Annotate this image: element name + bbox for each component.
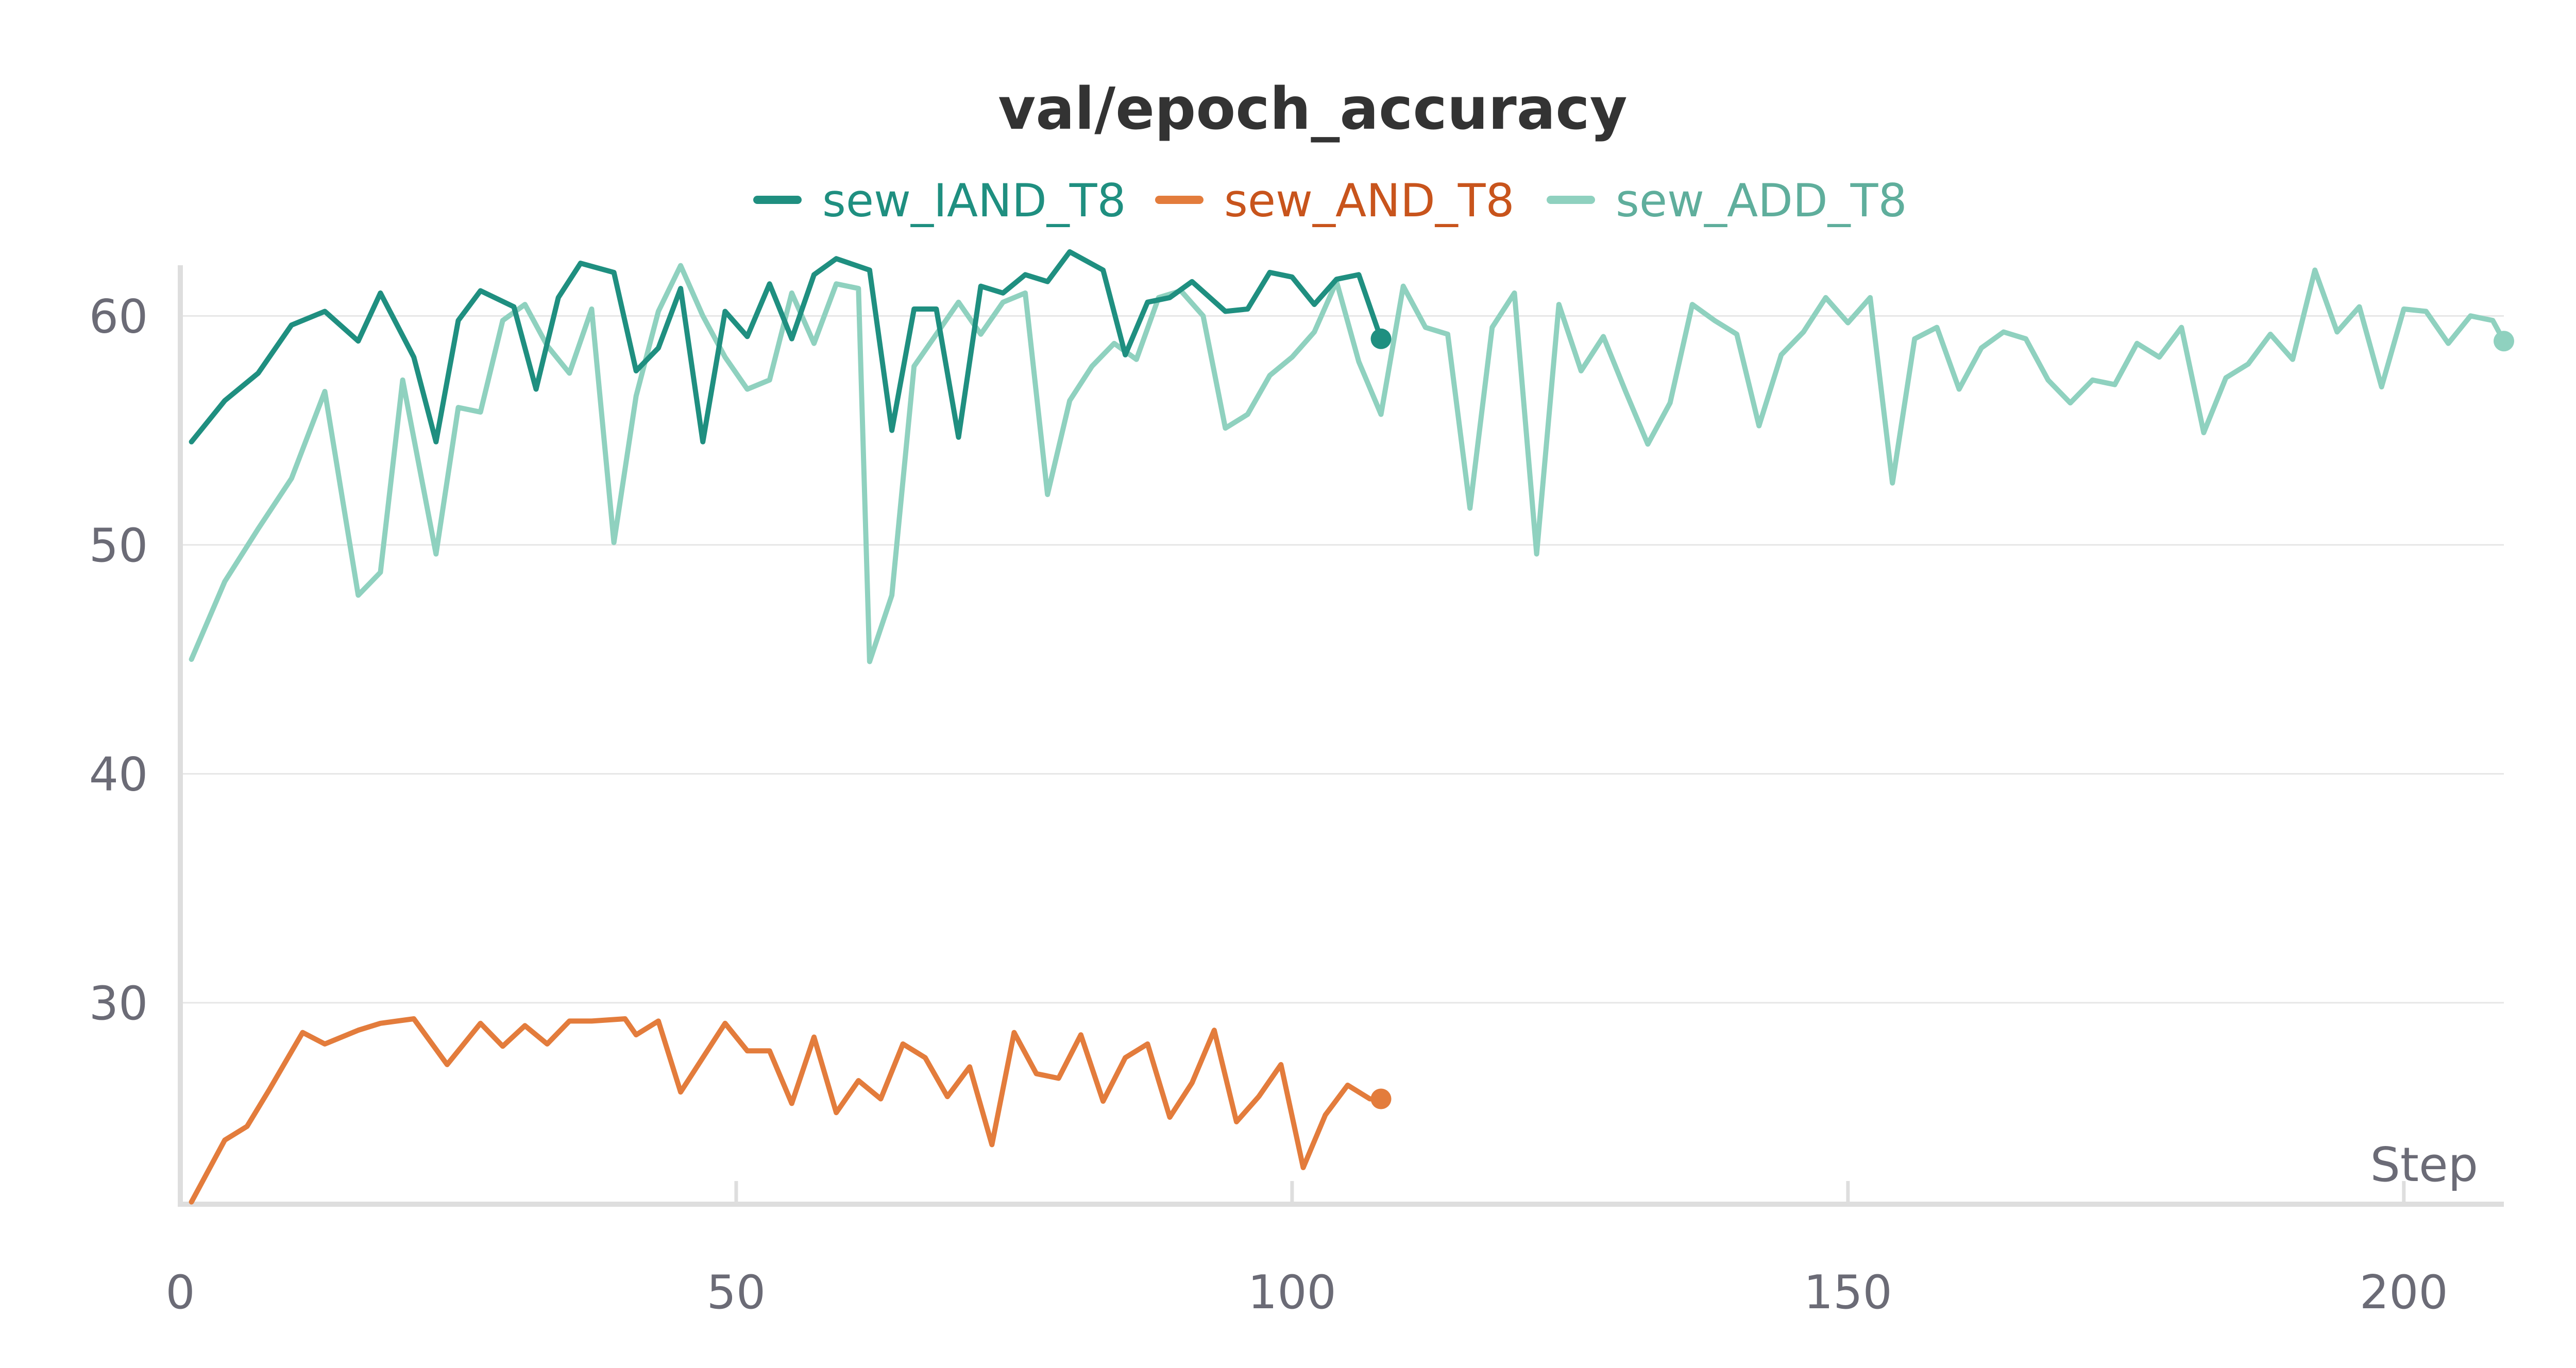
x-tick-label: 200: [2360, 1266, 2448, 1320]
series-line: [189, 263, 2506, 664]
series-layer: [189, 249, 2514, 1205]
y-tick-label: 50: [89, 519, 148, 573]
legend-label: sew_AND_T8: [1224, 174, 1515, 227]
legend-item[interactable]: sew_ADD_T8: [1547, 174, 1907, 227]
series-end-point: [1370, 328, 1392, 349]
x-tick-label: 50: [707, 1266, 766, 1320]
chart-title: val/epoch_accuracy: [998, 76, 1627, 143]
y-tick-label: 40: [89, 747, 148, 801]
series-line: [189, 249, 1384, 444]
legend-label: sew_ADD_T8: [1616, 174, 1907, 227]
legend-label: sew_IAND_T8: [822, 174, 1126, 227]
y-tick-label: 60: [89, 289, 148, 344]
x-tick-label: 100: [1248, 1266, 1336, 1320]
series-end-point: [2494, 331, 2514, 352]
y-tick-label: 30: [89, 977, 148, 1031]
x-tick-label: 0: [165, 1266, 195, 1320]
legend-item[interactable]: sew_AND_T8: [1155, 174, 1515, 227]
series-line: [189, 1016, 1384, 1205]
x-axis-label: Step: [2370, 1137, 2478, 1192]
legend-item[interactable]: sew_IAND_T8: [753, 174, 1126, 227]
x-tick-label: 150: [1804, 1266, 1892, 1320]
series-end-point: [1370, 1088, 1392, 1109]
gridlines: [180, 315, 2504, 1004]
axes: 30 40 50 60 0 50 100 150 200: [89, 265, 2504, 1320]
legend: sew_IAND_T8 sew_AND_T8 sew_ADD_T8: [753, 174, 1907, 227]
